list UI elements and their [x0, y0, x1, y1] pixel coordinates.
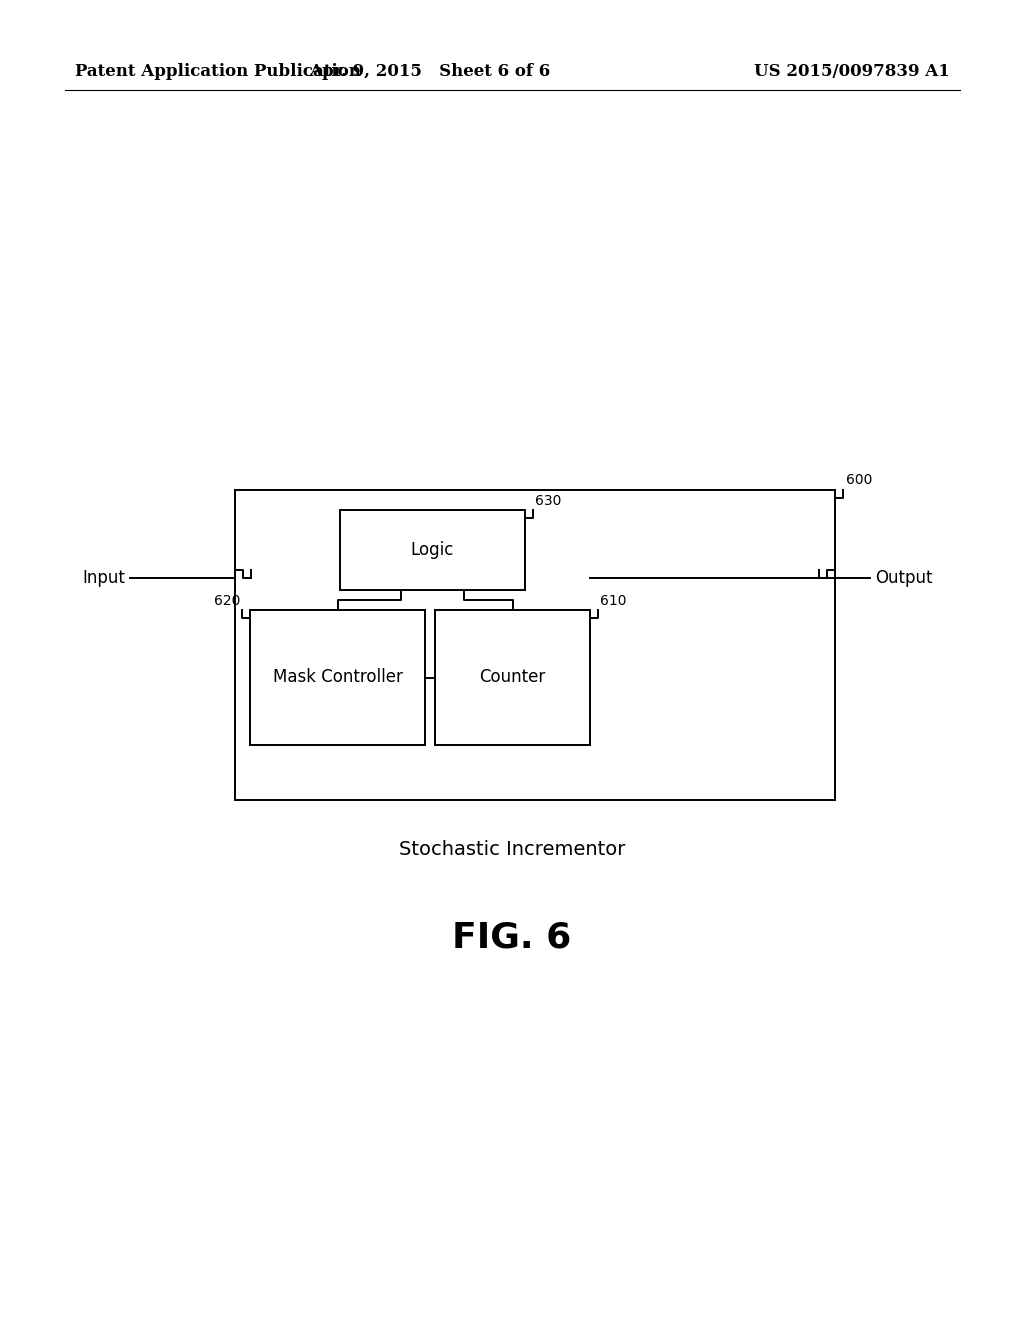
Bar: [250, 610, 425, 744]
Text: Mask Controller: Mask Controller: [272, 668, 402, 686]
Text: Output: Output: [874, 569, 933, 587]
Text: Logic: Logic: [411, 541, 455, 558]
Bar: [435, 610, 590, 744]
Text: Stochastic Incrementor: Stochastic Incrementor: [398, 840, 626, 859]
Text: Input: Input: [82, 569, 125, 587]
Text: 610: 610: [600, 594, 627, 609]
Text: FIG. 6: FIG. 6: [453, 920, 571, 954]
Text: Apr. 9, 2015   Sheet 6 of 6: Apr. 9, 2015 Sheet 6 of 6: [309, 63, 551, 81]
Text: 620: 620: [214, 594, 240, 609]
Bar: [340, 510, 525, 590]
Bar: [234, 490, 835, 800]
Text: 630: 630: [535, 494, 561, 508]
Text: 600: 600: [846, 473, 872, 487]
Text: Patent Application Publication: Patent Application Publication: [75, 63, 360, 81]
Text: US 2015/0097839 A1: US 2015/0097839 A1: [755, 63, 950, 81]
Text: Counter: Counter: [479, 668, 546, 686]
